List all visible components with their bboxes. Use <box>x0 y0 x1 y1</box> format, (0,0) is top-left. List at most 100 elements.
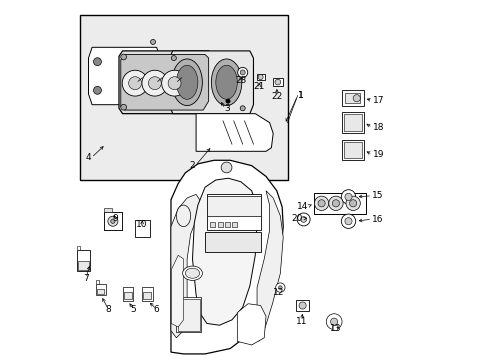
Polygon shape <box>119 51 212 114</box>
Text: 1: 1 <box>297 91 303 100</box>
Ellipse shape <box>176 205 190 226</box>
Text: 9: 9 <box>112 214 118 223</box>
Circle shape <box>297 213 309 226</box>
Polygon shape <box>171 160 283 354</box>
Ellipse shape <box>182 266 202 280</box>
Circle shape <box>148 77 161 90</box>
Ellipse shape <box>215 65 237 99</box>
Circle shape <box>171 55 176 60</box>
Bar <box>77 250 90 271</box>
Bar <box>206 194 260 230</box>
Circle shape <box>325 314 341 329</box>
Polygon shape <box>196 114 273 151</box>
Circle shape <box>317 200 325 207</box>
Bar <box>123 292 131 300</box>
Bar <box>217 222 222 226</box>
Bar <box>296 300 308 311</box>
Bar <box>178 299 199 330</box>
Bar <box>104 212 122 230</box>
Circle shape <box>240 70 244 75</box>
Circle shape <box>346 196 360 211</box>
Circle shape <box>121 104 126 110</box>
Bar <box>345 93 359 103</box>
Bar <box>142 287 153 301</box>
Circle shape <box>237 67 247 77</box>
Circle shape <box>349 200 356 207</box>
Bar <box>143 292 151 300</box>
Bar <box>104 212 122 230</box>
Text: 20: 20 <box>291 214 303 223</box>
Text: 11: 11 <box>296 317 307 326</box>
Circle shape <box>93 86 101 94</box>
Bar <box>344 142 362 158</box>
Text: 23: 23 <box>235 76 246 85</box>
Text: 17: 17 <box>372 96 383 105</box>
Text: 14: 14 <box>296 202 308 211</box>
Bar <box>80 15 287 180</box>
Text: 13: 13 <box>329 324 341 333</box>
Text: 2: 2 <box>189 161 195 170</box>
Text: 10: 10 <box>136 220 147 229</box>
Circle shape <box>93 58 101 66</box>
Polygon shape <box>169 51 253 114</box>
Circle shape <box>150 40 155 44</box>
Circle shape <box>300 217 306 222</box>
Text: 16: 16 <box>371 215 383 224</box>
Circle shape <box>341 214 355 228</box>
Circle shape <box>142 70 167 96</box>
Bar <box>78 261 89 270</box>
Polygon shape <box>171 194 199 338</box>
Text: 12: 12 <box>272 288 284 297</box>
Circle shape <box>240 106 244 111</box>
Circle shape <box>168 77 181 90</box>
Text: 15: 15 <box>371 191 383 200</box>
Circle shape <box>278 286 282 289</box>
Circle shape <box>352 95 360 102</box>
Circle shape <box>221 162 231 173</box>
Bar <box>135 220 150 237</box>
Polygon shape <box>171 255 183 327</box>
Text: 1: 1 <box>297 90 303 99</box>
Circle shape <box>314 196 328 211</box>
Bar <box>256 74 264 80</box>
Circle shape <box>225 99 230 103</box>
Text: 8: 8 <box>105 305 111 314</box>
Polygon shape <box>237 304 265 345</box>
Bar <box>122 287 133 301</box>
Circle shape <box>162 70 187 96</box>
Bar <box>342 140 363 160</box>
Text: 19: 19 <box>372 150 383 159</box>
Circle shape <box>298 302 305 309</box>
Bar <box>231 222 237 226</box>
Circle shape <box>274 79 280 85</box>
Bar <box>314 193 366 214</box>
Bar <box>96 280 99 284</box>
Bar <box>97 289 104 294</box>
Bar <box>206 196 260 216</box>
Circle shape <box>121 54 126 60</box>
Circle shape <box>328 196 343 211</box>
Ellipse shape <box>185 268 199 278</box>
Circle shape <box>332 200 339 207</box>
Bar <box>273 78 283 86</box>
Text: 22: 22 <box>271 92 282 101</box>
Ellipse shape <box>171 59 202 105</box>
Polygon shape <box>192 178 257 325</box>
Text: 21: 21 <box>253 82 264 91</box>
Circle shape <box>108 216 118 226</box>
Ellipse shape <box>211 59 241 105</box>
Circle shape <box>341 190 355 204</box>
Bar <box>210 222 215 226</box>
Circle shape <box>344 193 351 201</box>
Circle shape <box>258 75 263 80</box>
Polygon shape <box>121 54 208 110</box>
Polygon shape <box>257 191 283 341</box>
Text: 5: 5 <box>130 305 136 314</box>
Bar <box>342 90 363 106</box>
Circle shape <box>110 219 115 224</box>
Circle shape <box>122 70 148 96</box>
Bar <box>96 284 106 296</box>
Bar <box>342 112 363 133</box>
Text: 6: 6 <box>153 305 159 314</box>
Bar <box>224 222 229 226</box>
